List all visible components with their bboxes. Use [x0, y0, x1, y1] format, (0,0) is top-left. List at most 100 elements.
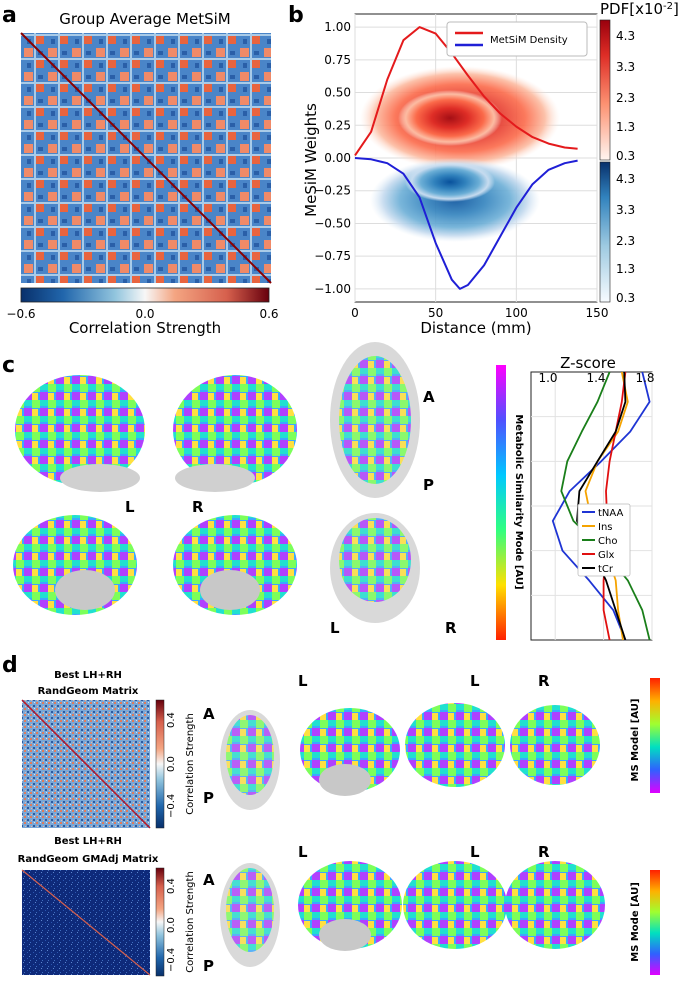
pdf-cb-title: PDF[x10-2] — [600, 0, 679, 18]
brain-lateral-left — [15, 375, 145, 485]
pdf-red-tick: 3.3 — [616, 60, 635, 74]
d-cb-tick: −0.4 — [166, 948, 177, 972]
d2-mode-bar-label: MS Mode [AU] — [630, 882, 641, 962]
d2-label-L: L — [470, 843, 480, 861]
zscore-legend-items: tNAA Ins Cho Glx tCr — [582, 508, 624, 575]
zscore-tick: 1.0 — [538, 371, 557, 385]
kde-negative-core — [405, 162, 495, 202]
d-cb-tick: 0.0 — [166, 756, 177, 772]
mode-colorbar — [496, 365, 506, 640]
label-A: A — [423, 388, 435, 406]
zscore-line-Cho — [560, 371, 651, 641]
d-m1-diagonal — [21, 699, 151, 829]
label-L: L — [330, 619, 340, 637]
zscore-tick: 1.4 — [586, 371, 605, 385]
d-m1-colorbar — [155, 699, 165, 829]
brain-brainstem — [200, 570, 260, 610]
d1-lateral-left — [405, 703, 505, 787]
y-tick-label: −1.00 — [314, 282, 351, 296]
pdf-red-tick: 2.3 — [616, 91, 635, 105]
chart-b-xlabel: Distance (mm) — [420, 319, 531, 337]
pdf-red-tick: 0.3 — [616, 149, 635, 163]
brain-lateral-right — [173, 375, 297, 485]
d2-lateral-right — [505, 861, 605, 949]
y-tick-label: −0.50 — [314, 216, 351, 230]
chart-b-legend — [446, 21, 588, 57]
brain-views-d-row2 — [220, 861, 605, 967]
d1-axial-overlay — [226, 715, 274, 795]
brain-views-c — [13, 342, 420, 623]
legend-label-Glx: Glx — [598, 550, 615, 561]
x-tick-label: 100 — [505, 306, 528, 320]
zscore-line-tNAA — [551, 371, 651, 641]
d-cb-tick: −0.4 — [166, 794, 177, 818]
panel-b-letter: b — [288, 3, 304, 28]
d1-model-colorbar — [650, 678, 660, 793]
d-m2-diagonal — [21, 869, 151, 976]
y-tick-label: 0.00 — [324, 151, 351, 165]
chart-b-lines — [354, 26, 578, 290]
zscore-title: Z-score — [560, 354, 616, 372]
x-tick-label: 0 — [351, 306, 359, 320]
panel-a-cb-label: Correlation Strength — [69, 319, 221, 337]
label-R: R — [192, 498, 204, 516]
d-cb-tick: 0.0 — [166, 917, 177, 933]
legend-label-Cho: Cho — [598, 536, 617, 547]
distance-weights-chart: 0 50 100 150 1.00 0.75 0.50 0.25 0.00 −0.25 −0.50 −… — [314, 13, 608, 320]
d-m1-title1: Best LH+RH — [54, 670, 122, 681]
y-tick-label: 1.00 — [324, 20, 351, 34]
zscore-legend — [577, 503, 631, 577]
d-m2-title1: Best LH+RH — [54, 836, 122, 847]
d2-mode-colorbar — [650, 870, 660, 975]
pdf-blue-tick: 4.3 — [616, 172, 635, 186]
matrix-diagonal — [20, 32, 272, 284]
d1-label-P: P — [203, 789, 214, 807]
mode-colorbar-label: Metabolic Similarity Mode [AU] — [513, 414, 524, 589]
x-tick-label: 50 — [428, 306, 443, 320]
d-cb-label: Correlation Strength — [185, 713, 196, 815]
brain-views-d-row1 — [220, 703, 600, 810]
d2-lateral-left — [403, 861, 507, 949]
d1-model-bar-label: MS Model [AU] — [630, 699, 641, 782]
brain-coronal-overlay — [339, 518, 411, 602]
panel-c-letter: c — [2, 353, 15, 378]
d-cb-label: Correlation Strength — [185, 871, 196, 973]
panel-a-title: Group Average MetSiM — [59, 10, 230, 28]
d1-brainstem — [319, 764, 371, 796]
pdf-blue-tick: 2.3 — [616, 234, 635, 248]
panel-a-cb-tick-min: −0.6 — [6, 307, 35, 321]
d-m2-title2: RandGeom GMAdj Matrix — [18, 854, 159, 865]
panel-a-letter: a — [2, 3, 17, 28]
kde-positive — [360, 66, 560, 170]
d2-axial-overlay — [226, 868, 274, 952]
pdf-red-tick: 1.3 — [616, 120, 635, 134]
brain-axial-overlay — [339, 356, 411, 484]
panel-a-cb-tick-max: 0.6 — [259, 307, 278, 321]
panel-d-letter: d — [2, 653, 18, 678]
label-L: L — [125, 498, 135, 516]
d2-label-R: R — [538, 843, 550, 861]
label-P: P — [423, 476, 434, 494]
y-tick-label: 0.25 — [324, 118, 351, 132]
chart-b-ylabel: MeSiM Weights — [302, 103, 320, 217]
d2-label-L: L — [298, 843, 308, 861]
legend-label-tNAA: tNAA — [598, 508, 624, 519]
y-tick-label: 0.50 — [324, 86, 351, 100]
pdf-cb-blue — [599, 161, 611, 303]
x-tick-label: 150 — [586, 306, 609, 320]
zscore-chart: tNAA Ins Cho Glx tCr — [530, 371, 653, 641]
pdf-blue-tick: 0.3 — [616, 291, 635, 305]
kde-positive-core — [398, 90, 502, 146]
d2-brainstem — [319, 919, 371, 951]
d-m2-colorbar — [155, 867, 165, 977]
legend-label-tCr: tCr — [598, 564, 614, 575]
kde-negative — [370, 158, 540, 242]
d1-label-R: R — [538, 672, 550, 690]
d1-lateral-right — [510, 705, 600, 785]
d-cb-tick: 0.4 — [166, 712, 177, 728]
d1-label-L: L — [298, 672, 308, 690]
d-m1-title2: RandGeom Matrix — [38, 686, 139, 697]
chart-b-axes: 0 50 100 150 1.00 0.75 0.50 0.25 0.00 −0.25 −0.50 −… — [314, 20, 608, 320]
d2-label-A: A — [203, 871, 215, 889]
